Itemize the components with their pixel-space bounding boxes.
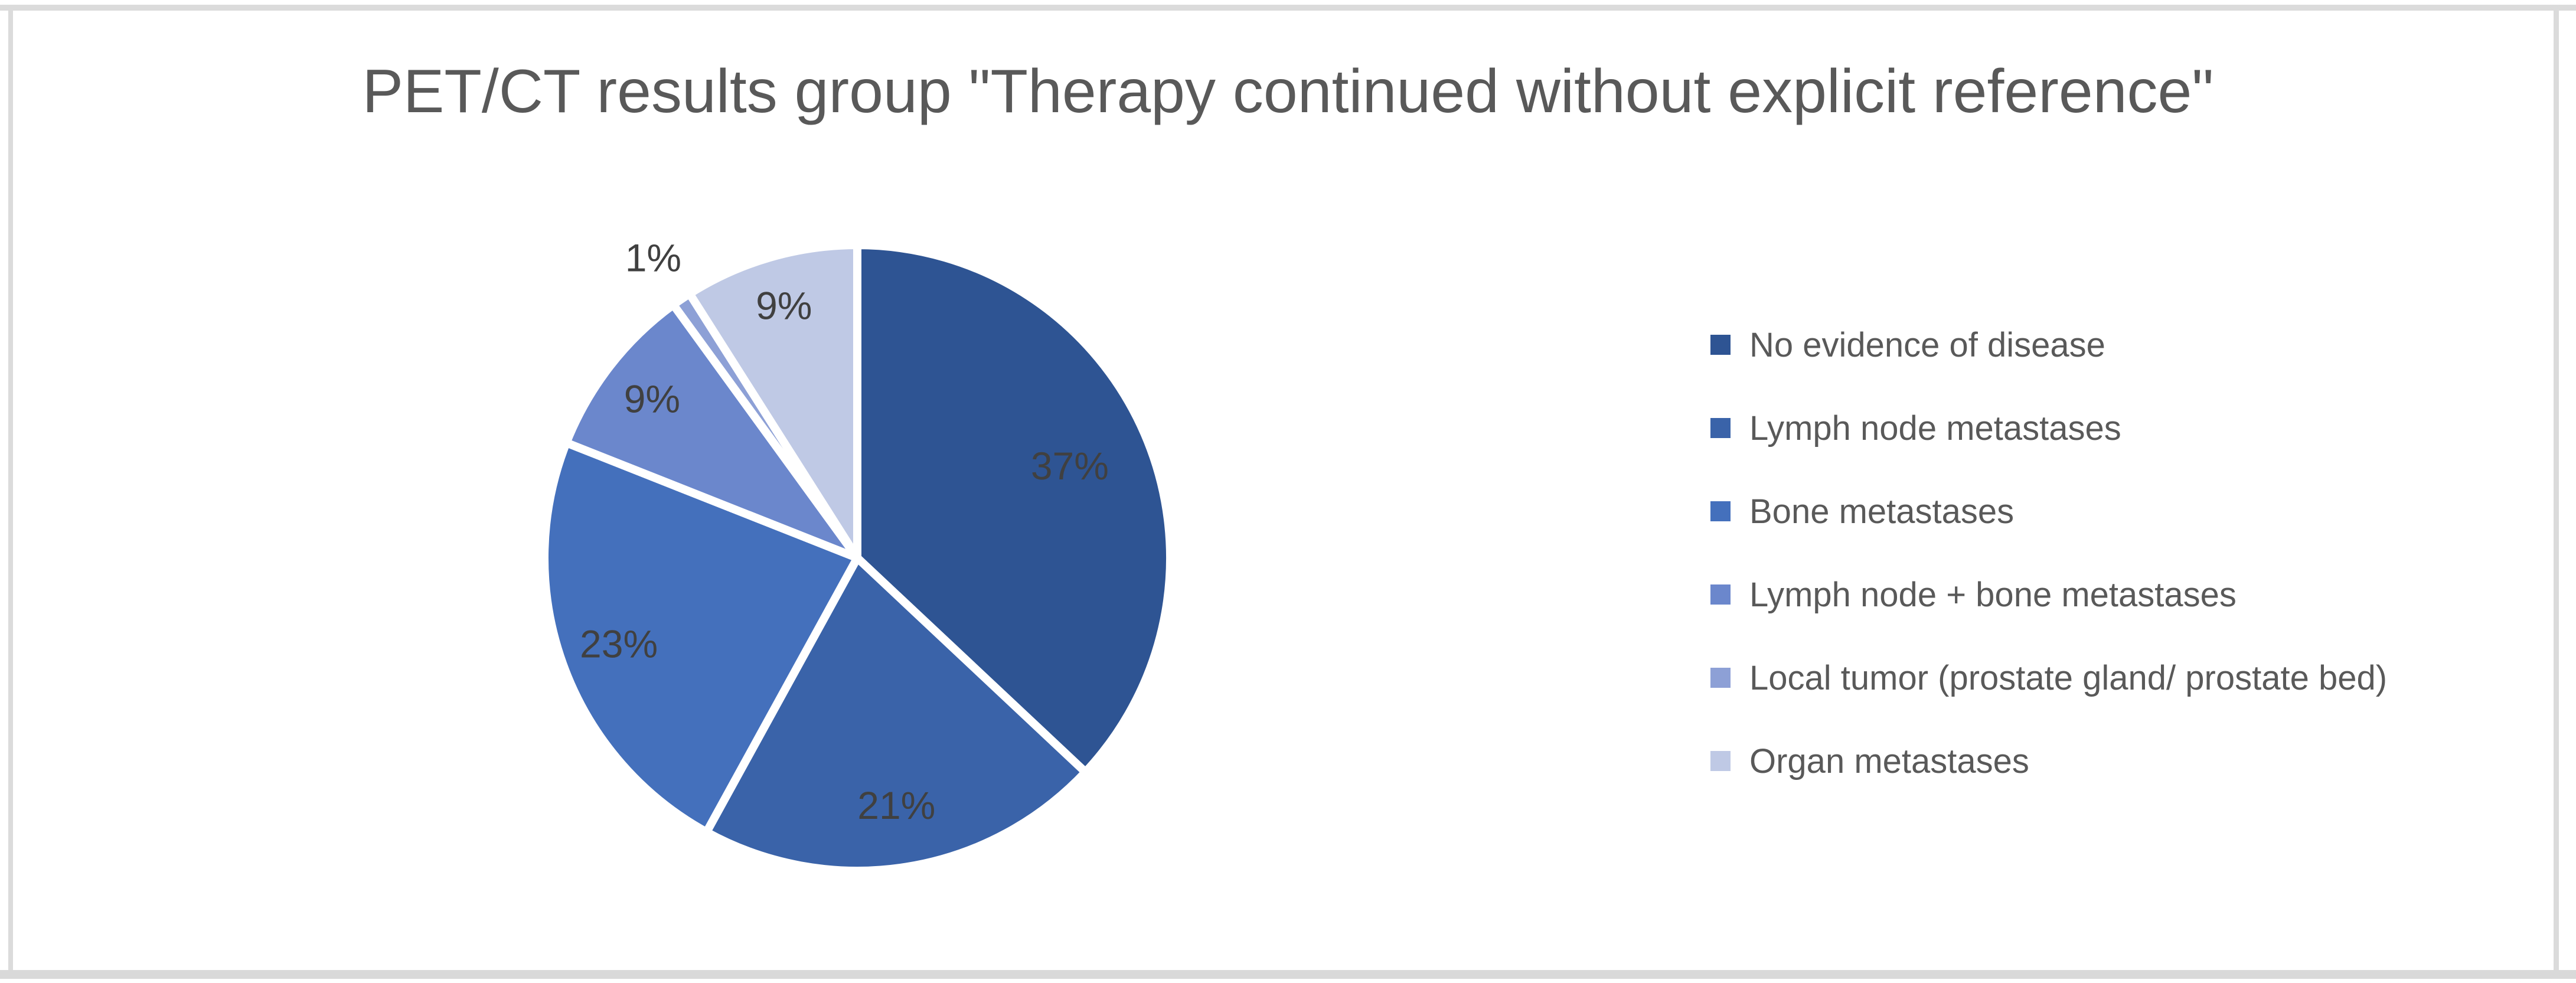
pie-slice-3 [562, 301, 861, 562]
pie-slice-5 [685, 241, 861, 562]
chart-title: PET/CT results group "Therapy continued … [362, 57, 2214, 126]
pie-data-label: 9% [756, 284, 812, 328]
legend-label: Lymph node + bone metastases [1749, 575, 2237, 614]
pie-data-label: 9% [624, 377, 680, 420]
legend-swatch-icon [1710, 668, 1731, 688]
pie-slice-0 [853, 241, 1175, 776]
pie-slice-1 [702, 554, 1090, 875]
pie-slice-2 [540, 438, 861, 837]
legend-item-lymph-node-metastases: Lymph node metastases [1710, 407, 2387, 449]
legend-swatch-icon [1710, 501, 1731, 521]
legend-swatch-icon [1710, 335, 1731, 355]
legend-label: Organ metastases [1749, 742, 2029, 780]
legend-item-no-evidence-of-disease: No evidence of disease [1710, 324, 2387, 366]
legend-label: No evidence of disease [1749, 325, 2105, 364]
frame-border-bottom [0, 970, 2576, 979]
legend-swatch-icon [1710, 751, 1731, 771]
pie-data-label: 37% [1031, 444, 1109, 488]
pie-chart: 37% 21% 23% 9% 1% 9% [540, 236, 1175, 875]
pie-data-label: 1% [625, 236, 681, 280]
legend-item-organ-metastases: Organ metastases [1710, 740, 2387, 782]
pie-data-label: 21% [857, 783, 935, 827]
legend-label: Bone metastases [1749, 492, 2015, 531]
chart-legend: No evidence of disease Lymph node metast… [1710, 324, 2387, 782]
legend-item-lymph-node-plus-bone-metastases: Lymph node + bone metastases [1710, 573, 2387, 616]
legend-label: Lymph node metastases [1749, 409, 2121, 448]
legend-label: Local tumor (prostate gland/ prostate be… [1749, 658, 2388, 697]
legend-item-bone-metastases: Bone metastases [1710, 490, 2387, 533]
pie-data-label: 23% [580, 622, 658, 665]
legend-swatch-icon [1710, 418, 1731, 438]
frame-border-left [8, 5, 13, 970]
legend-item-local-tumor: Local tumor (prostate gland/ prostate be… [1710, 657, 2387, 699]
frame-border-right [2554, 5, 2559, 970]
legend-swatch-icon [1710, 584, 1731, 605]
frame-border-top [0, 5, 2576, 11]
